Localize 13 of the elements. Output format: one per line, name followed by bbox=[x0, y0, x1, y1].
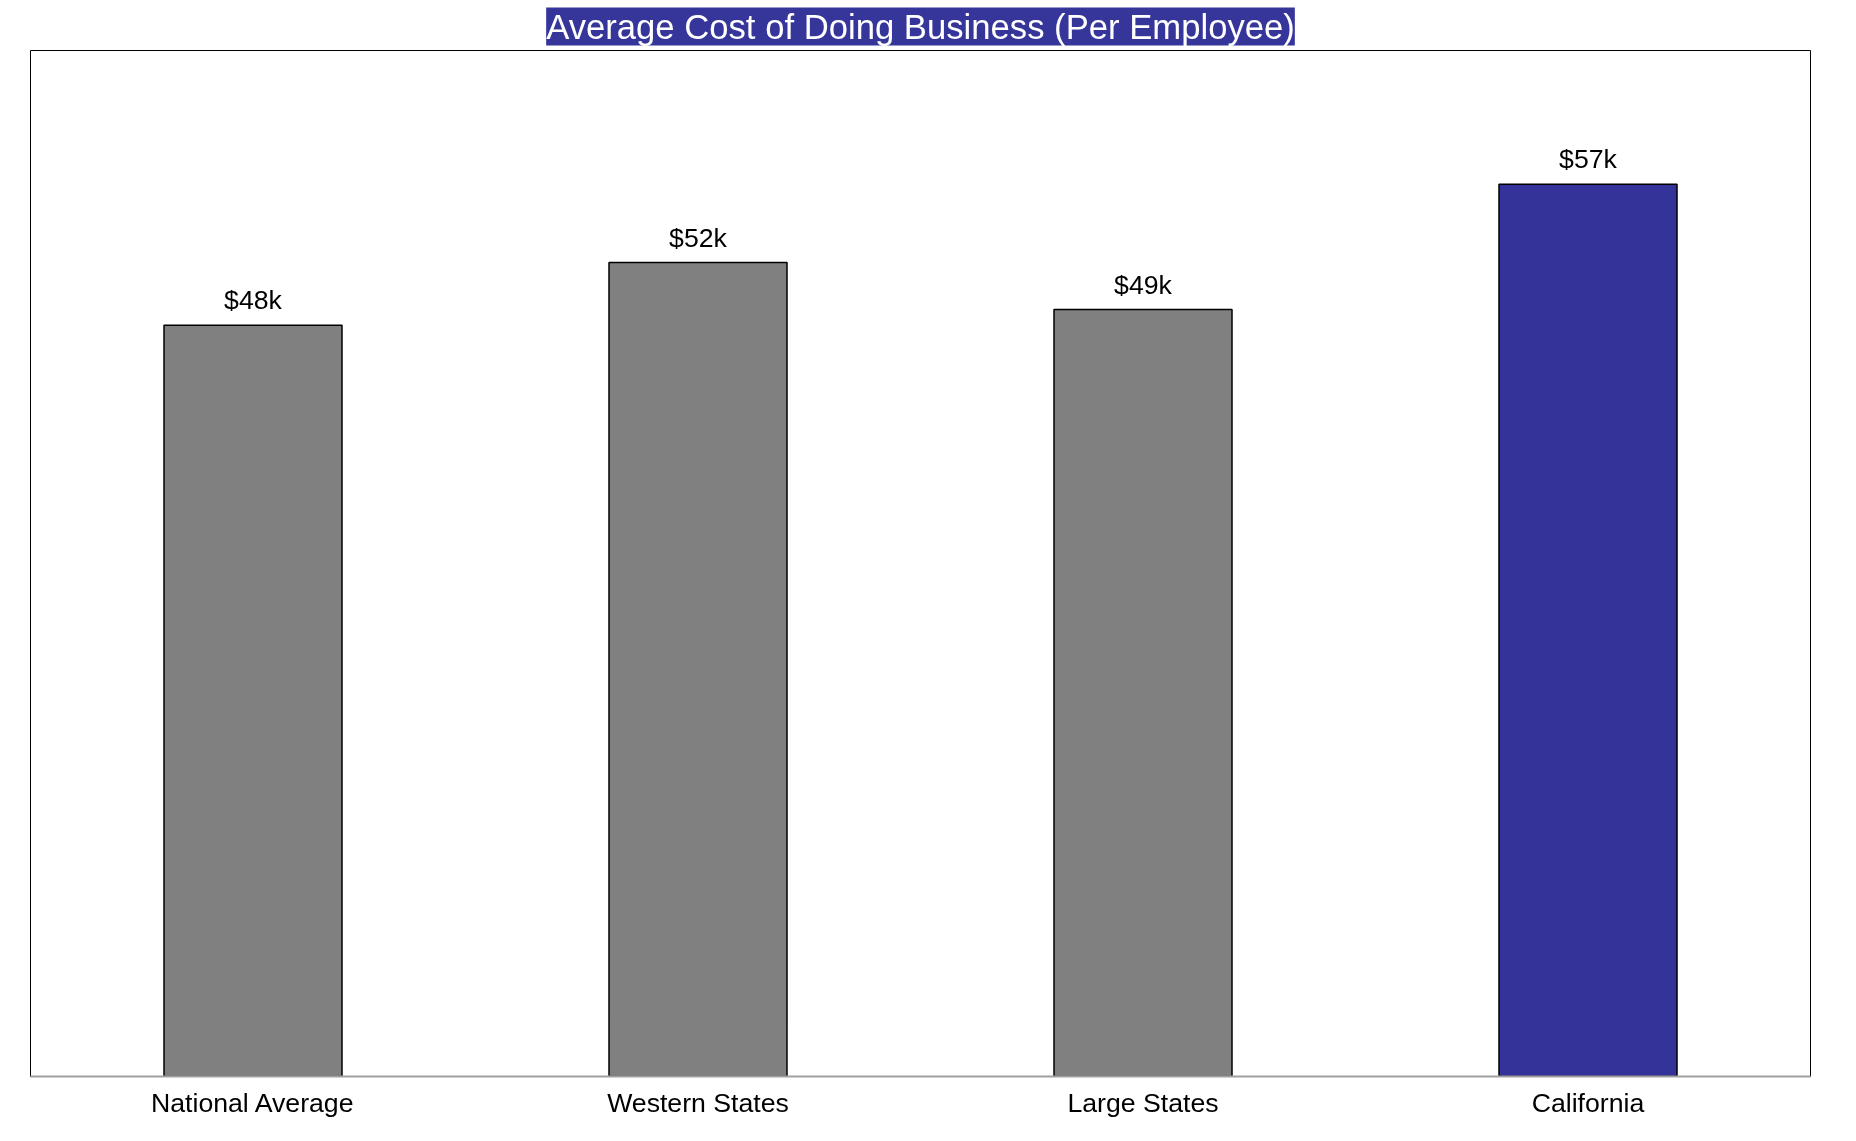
bar bbox=[608, 261, 788, 1077]
x-tick-label: Western States bbox=[607, 1087, 789, 1118]
data-label: $57k bbox=[1559, 144, 1618, 175]
bar bbox=[1498, 183, 1678, 1077]
x-tick-label: Large States bbox=[1067, 1087, 1219, 1118]
data-label: $48k bbox=[224, 285, 283, 316]
data-label: $49k bbox=[1114, 269, 1173, 300]
x-tick-label: National Average bbox=[151, 1087, 354, 1118]
data-label: $52k bbox=[669, 222, 728, 253]
x-tick-label: California bbox=[1531, 1087, 1645, 1118]
bar bbox=[1053, 308, 1233, 1077]
chart-title: Average Cost of Doing Business (Per Employee) bbox=[546, 7, 1295, 46]
bar bbox=[163, 324, 343, 1077]
